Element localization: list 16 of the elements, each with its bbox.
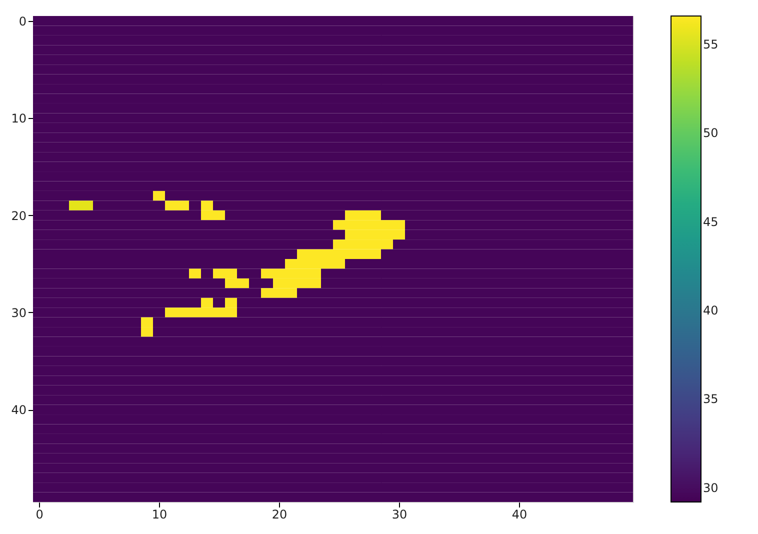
color-bar-label: 40 [703,303,718,318]
y-tick-label: 20 [11,208,26,223]
color-bar-label: 50 [703,126,718,140]
color-bar-label: 30 [703,480,718,495]
y-tick-label: 30 [11,306,26,320]
x-tick-label: 30 [392,508,408,522]
y-tick-label: 10 [11,112,26,126]
color-bar-label: 45 [703,214,718,229]
color-bar-label: 55 [703,37,718,52]
color-bar-label: 35 [703,392,718,406]
x-tick-label: 0 [36,508,44,522]
x-tick-label: 20 [272,508,288,522]
x-tick-label: 40 [512,508,528,522]
x-tick-label: 10 [152,508,168,522]
y-tick-label: 40 [11,403,26,418]
y-tick-label: 0 [18,14,26,28]
